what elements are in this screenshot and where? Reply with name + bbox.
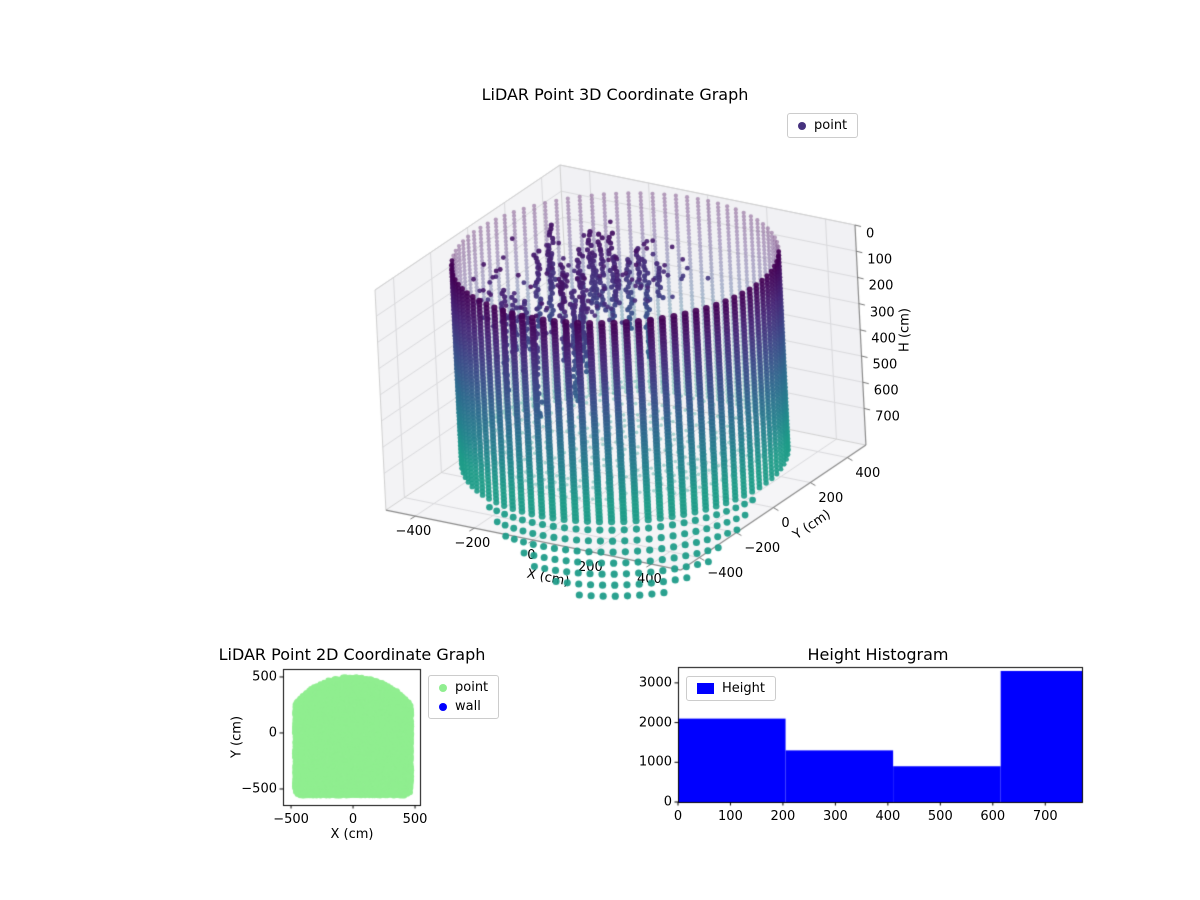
point-marker-icon bbox=[798, 121, 806, 130]
legend-item-point3d: point bbox=[798, 118, 847, 133]
wall-marker-icon bbox=[439, 702, 447, 711]
legend-label: wall bbox=[455, 699, 481, 714]
legend-label: Height bbox=[722, 681, 765, 696]
point-marker-icon bbox=[439, 683, 447, 692]
height-bar-marker-icon bbox=[697, 683, 714, 694]
legend-item-wall: wall bbox=[439, 699, 488, 714]
legend-item-height: Height bbox=[697, 681, 765, 696]
legend-hist: Height bbox=[686, 676, 776, 701]
legend-item-point2d: point bbox=[439, 680, 488, 695]
legend-3d: point bbox=[787, 113, 859, 138]
legend-label: point bbox=[455, 680, 489, 695]
legend-label: point bbox=[814, 118, 848, 133]
legend-2d: point wall bbox=[428, 675, 500, 719]
